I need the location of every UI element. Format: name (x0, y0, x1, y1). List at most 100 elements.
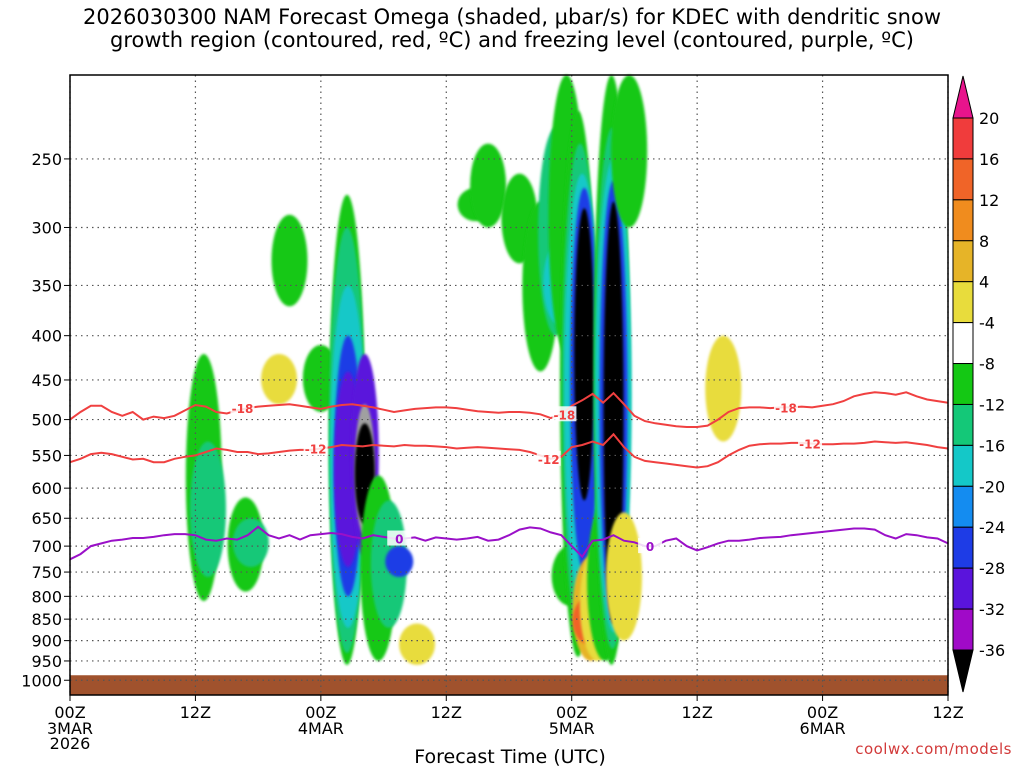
omega-cell (385, 546, 414, 578)
chart-title-line-1: 2026030300 NAM Forecast Omega (shaded, μ… (82, 5, 942, 29)
contour-label: -18 (232, 402, 254, 416)
omega-cell (574, 208, 595, 501)
omega-cell (261, 354, 298, 405)
ground-fill (70, 675, 948, 695)
colorbar-label: -32 (979, 600, 1005, 619)
contour-line (69, 525, 949, 561)
colorbar-label: -4 (979, 314, 995, 333)
ground-surface (70, 675, 948, 695)
contour-label-bg (552, 406, 577, 422)
x-tick-label: 00Z (305, 703, 336, 722)
colorbar-segment (952, 199, 974, 242)
colorbar-label: 4 (979, 273, 989, 292)
x-tick-sublabel: 3MAR (47, 719, 93, 738)
contour-label: -18 (554, 408, 576, 422)
colorbar-cap-bottom (952, 649, 974, 693)
y-tick-label: 500 (31, 411, 62, 430)
contour-label-bg (536, 450, 561, 466)
chart-title: 2026030300 NAM Forecast Omega (shaded, μ… (0, 6, 1024, 52)
y-tick-label: 650 (31, 509, 62, 528)
contour-label: 0 (395, 533, 403, 547)
y-tick-label: 450 (31, 371, 62, 390)
contour-label-bg (773, 399, 798, 415)
x-tick-label: 00Z (807, 703, 838, 722)
y-tick-label: 950 (31, 652, 62, 671)
pressure-axis: 250 300 350 400 450 500 550 600 650 700 750 800 850 9… (21, 150, 70, 690)
plot-border (69, 74, 949, 696)
y-tick-label: 850 (31, 610, 62, 629)
x-tick-sublabel: 5MAR (549, 719, 595, 738)
x-tick-sublabel: 4MAR (298, 719, 344, 738)
contour-lines: -18 -18 -18 -12 -12 -12 0 0 (69, 391, 949, 561)
colorbar-cap-top (952, 75, 974, 119)
x-tick-sublabel: 2026 (50, 734, 91, 753)
grid-lines (69, 75, 949, 695)
colorbar-segment (952, 117, 974, 160)
plot-frame (69, 74, 949, 696)
omega-colorbar: 20 16 12 8 4 -4 -8 -12 -16 -20 -24 -28 -32 -36 (952, 75, 1005, 693)
source-credit: coolwx.com/models (855, 740, 1012, 758)
colorbar-label: -12 (979, 395, 1005, 414)
contour-label: -12 (799, 438, 821, 452)
y-tick-label: 750 (31, 563, 62, 582)
colorbar-label: -16 (979, 436, 1005, 455)
contour-label: 0 (646, 540, 654, 554)
x-tick-sublabel: 6MAR (800, 719, 846, 738)
contour-label-bg (798, 435, 823, 451)
x-tick-label: 00Z (54, 703, 85, 722)
colorbar-segment (952, 158, 974, 201)
contour-label-bg (303, 440, 328, 456)
colorbar-label: 16 (979, 150, 999, 169)
colorbar-label: 8 (979, 232, 989, 251)
x-tick-label: 00Z (556, 703, 587, 722)
y-tick-label: 800 (31, 587, 62, 606)
contour-line (69, 391, 949, 428)
colorbar-segment (952, 322, 974, 365)
y-tick-label: 250 (31, 150, 62, 169)
contour-label: -18 (775, 401, 797, 415)
omega-cell (189, 441, 226, 578)
x-tick-label: 12Z (431, 703, 462, 722)
colorbar-segment (952, 363, 974, 405)
colorbar-segment (952, 281, 974, 324)
omega-cell (605, 512, 642, 641)
omega-cell (232, 518, 269, 568)
colorbar-label: 12 (979, 191, 999, 210)
x-tick-label: 12Z (932, 703, 963, 722)
colorbar-segment (952, 444, 974, 487)
omega-shading (185, 75, 742, 665)
omega-cell (399, 623, 436, 665)
y-tick-label: 700 (31, 537, 62, 556)
colorbar-label: -24 (979, 518, 1005, 537)
colorbar-label: 20 (979, 109, 999, 128)
colorbar-segment (952, 567, 974, 610)
y-tick-label: 400 (31, 327, 62, 346)
contour-label: -12 (538, 453, 560, 467)
plot-background (70, 75, 948, 695)
colorbar-segment (952, 526, 974, 569)
colorbar-segment (952, 485, 974, 528)
contour-label-bg (387, 530, 412, 546)
y-tick-label: 1000 (21, 671, 62, 690)
y-tick-label: 350 (31, 276, 62, 295)
y-tick-label: 600 (31, 479, 62, 498)
x-tick-label: 12Z (180, 703, 211, 722)
colorbar-segment (952, 240, 974, 283)
y-tick-label: 900 (31, 632, 62, 651)
chart-title-line-2: growth region (contoured, red, ºC) and f… (110, 28, 914, 52)
plot-area (70, 75, 948, 695)
colorbar-label: -36 (979, 641, 1005, 660)
omega-cell (470, 143, 507, 228)
x-axis-label: Forecast Time (UTC) (414, 746, 606, 768)
contour-label: -12 (305, 443, 327, 457)
colorbar-label: -8 (979, 355, 995, 374)
y-tick-label: 300 (31, 218, 62, 237)
colorbar-segment (952, 608, 974, 651)
colorbar-segment (952, 403, 974, 446)
contour-label-bg (638, 538, 663, 554)
y-tick-label: 550 (31, 446, 62, 465)
omega-cell (611, 75, 648, 228)
colorbar-label: -20 (979, 477, 1005, 496)
